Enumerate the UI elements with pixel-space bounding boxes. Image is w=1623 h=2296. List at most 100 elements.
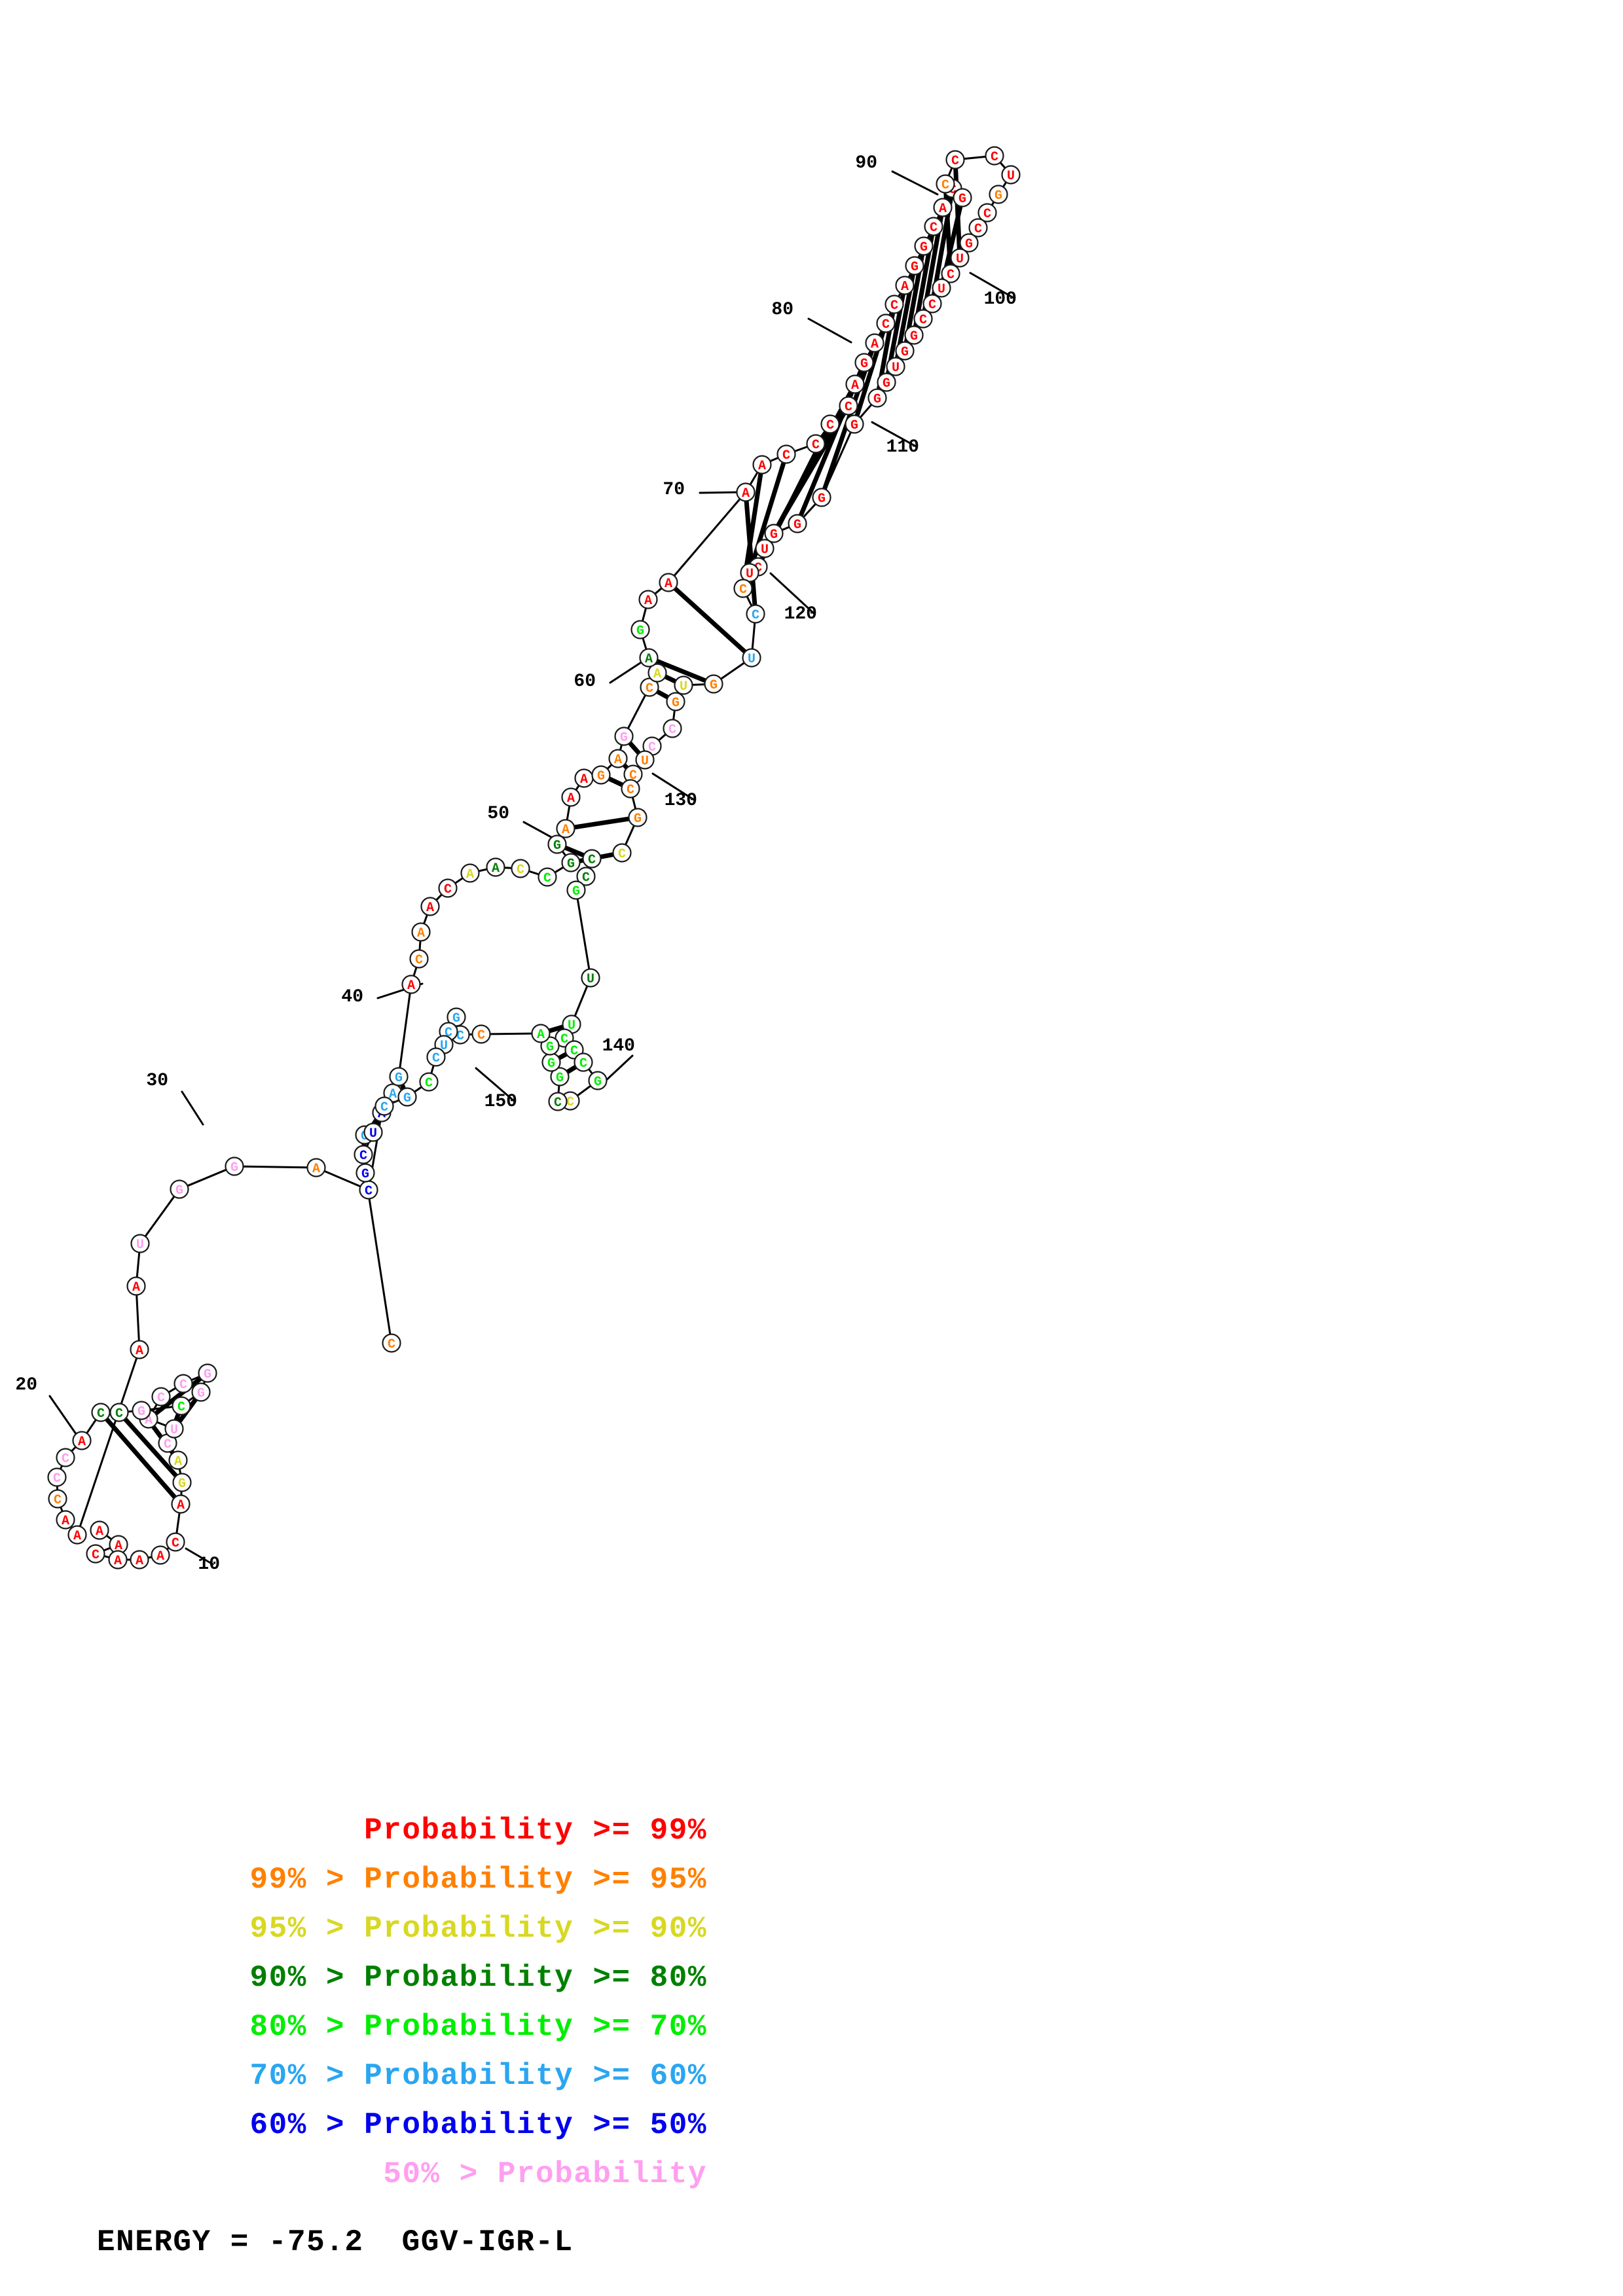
nucleotide: G bbox=[170, 1179, 189, 1199]
nucleotide: C bbox=[612, 843, 632, 863]
backbone-link bbox=[423, 914, 428, 925]
nucleotide-circle bbox=[812, 488, 831, 507]
nucleotide: C bbox=[977, 203, 997, 223]
nucleotide-letter: G bbox=[860, 357, 868, 372]
backbone-link bbox=[947, 167, 953, 177]
nucleotide-letter: C bbox=[930, 221, 938, 236]
nucleotide-circle bbox=[581, 968, 600, 988]
nucleotide: C bbox=[511, 859, 530, 878]
position-leader-line bbox=[48, 1395, 81, 1440]
nucleotide: G bbox=[198, 1363, 217, 1383]
nucleotide-circle bbox=[614, 726, 634, 746]
nucleotide-letter: C bbox=[570, 1044, 578, 1059]
nucleotide-circle bbox=[419, 1072, 439, 1092]
nucleotide-circle bbox=[574, 1052, 593, 1072]
backbone-link bbox=[86, 1418, 97, 1435]
nucleotide-letter: C bbox=[941, 178, 949, 193]
nucleotide-letter: A bbox=[78, 1435, 86, 1450]
nucleotide-layer: AACAAACAGACUACCGGCGCCACCCAAAAUGGACAGAGAC… bbox=[47, 146, 1021, 1570]
position-leader-layer bbox=[48, 170, 1015, 1566]
nucleotide-circle bbox=[420, 897, 440, 916]
nucleotide-letter: A bbox=[115, 1539, 122, 1554]
nucleotide: C bbox=[426, 1047, 446, 1067]
nucleotide-letter: A bbox=[417, 926, 425, 941]
base-pair-bond bbox=[548, 1024, 564, 1033]
nucleotide-circle bbox=[130, 1340, 149, 1359]
nucleotide-circle bbox=[426, 1047, 446, 1067]
nucleotide-circle bbox=[374, 1096, 394, 1116]
nucleotide-letter: U bbox=[938, 282, 945, 297]
backbone-link bbox=[60, 1506, 64, 1513]
nucleotide-letter: C bbox=[554, 1096, 562, 1111]
nucleotide: G bbox=[172, 1473, 192, 1492]
backbone-link bbox=[1002, 181, 1008, 188]
nucleotide: C bbox=[746, 604, 765, 624]
nucleotide-letter: G bbox=[620, 730, 628, 745]
nucleotide-letter: C bbox=[845, 400, 852, 415]
backbone-link bbox=[749, 471, 759, 486]
nucleotide-letter: G bbox=[994, 188, 1002, 204]
nucleotide: G bbox=[867, 388, 887, 408]
backbone-link bbox=[631, 796, 637, 810]
basepair-layer bbox=[105, 168, 963, 1499]
nucleotide-circle bbox=[67, 1525, 87, 1545]
nucleotide-letter: C bbox=[432, 1051, 440, 1066]
backbone-link bbox=[175, 1511, 181, 1535]
nucleotide: A bbox=[556, 819, 575, 838]
backbone-link bbox=[365, 1180, 392, 1336]
base-pair-bond bbox=[776, 391, 853, 527]
nucleotide-circle bbox=[704, 674, 723, 694]
nucleotide-letter: C bbox=[92, 1548, 100, 1563]
nucleotide-circle bbox=[663, 719, 682, 738]
nucleotide: C bbox=[985, 146, 1004, 166]
nucleotide: G bbox=[397, 1087, 417, 1107]
nucleotide: C bbox=[48, 1489, 67, 1509]
nucleotide-circle bbox=[845, 374, 865, 394]
nucleotide: C bbox=[354, 1145, 373, 1164]
nucleotide-circle bbox=[788, 514, 807, 533]
nucleotide: C bbox=[56, 1448, 75, 1467]
nucleotide-circle bbox=[839, 396, 858, 416]
nucleotide: G bbox=[989, 185, 1008, 204]
nucleotide-letter: G bbox=[361, 1167, 369, 1182]
backbone-link bbox=[780, 526, 791, 531]
nucleotide-circle bbox=[764, 524, 784, 543]
nucleotide: A bbox=[531, 1024, 551, 1043]
nucleotide-letter: A bbox=[466, 867, 474, 882]
nucleotide-letter: A bbox=[132, 1280, 140, 1295]
nucleotide-circle bbox=[130, 1234, 150, 1253]
nucleotide-letter: A bbox=[580, 772, 588, 787]
base-pair-bond bbox=[798, 370, 864, 516]
nucleotide-circle bbox=[531, 1024, 551, 1043]
nucleotide: U bbox=[674, 675, 693, 695]
backbone-link bbox=[126, 1410, 134, 1413]
nucleotide-letter: A bbox=[177, 1498, 185, 1513]
nucleotide-circle bbox=[56, 1448, 75, 1467]
nucleotide: G bbox=[132, 1401, 151, 1420]
legend-row-4: 80% > Probability >= 70% bbox=[249, 2010, 707, 2044]
base-pair-bond bbox=[105, 1417, 177, 1499]
position-label: 10 bbox=[198, 1554, 220, 1575]
nucleotide: G bbox=[854, 353, 874, 372]
nucleotide-letter: C bbox=[919, 313, 927, 328]
nucleotide-letter: C bbox=[947, 268, 955, 283]
backbone-link bbox=[587, 1068, 594, 1075]
nucleotide-circle bbox=[538, 867, 557, 887]
nucleotide: A bbox=[639, 648, 659, 668]
nucleotide-letter: G bbox=[594, 1075, 602, 1090]
nucleotide-letter: C bbox=[157, 1391, 165, 1406]
nucleotide-circle bbox=[977, 203, 997, 223]
nucleotide-circle bbox=[635, 750, 655, 770]
backbone-link bbox=[561, 850, 567, 857]
nucleotide-letter: C bbox=[164, 1437, 172, 1452]
nucleotide-circle bbox=[608, 749, 628, 768]
nucleotide-circle bbox=[945, 150, 965, 170]
backbone-link bbox=[454, 877, 464, 884]
nucleotide-circle bbox=[164, 1419, 184, 1439]
base-pair-bond bbox=[742, 473, 763, 581]
nucleotide: A bbox=[486, 857, 505, 877]
nucleotide-circle bbox=[354, 1145, 373, 1164]
nucleotide-letter: U bbox=[1007, 169, 1015, 184]
nucleotide-letter: C bbox=[359, 1149, 367, 1164]
nucleotide: A bbox=[130, 1340, 149, 1359]
